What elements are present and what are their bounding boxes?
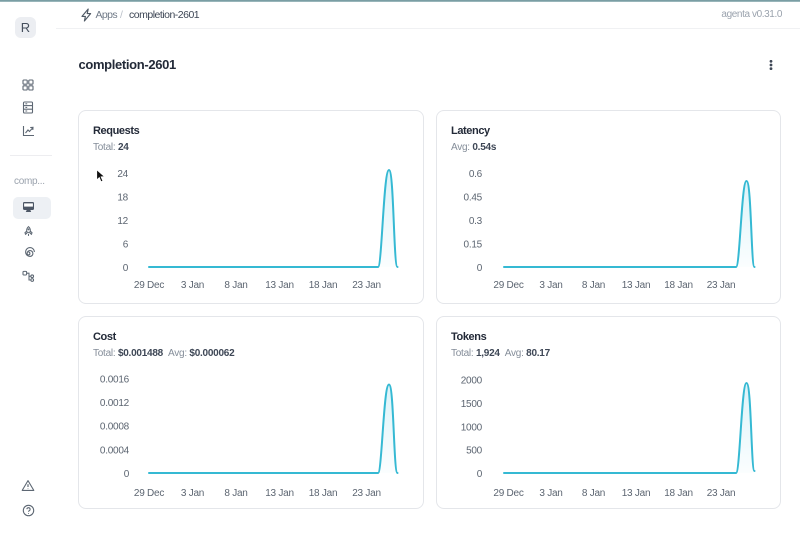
svg-text:0.3: 0.3 [469, 216, 483, 227]
svg-text:24: 24 [117, 169, 128, 180]
svg-text:0.15: 0.15 [464, 240, 483, 251]
svg-text:0.6: 0.6 [469, 169, 483, 180]
svg-text:3 Jan: 3 Jan [539, 280, 562, 291]
svg-text:13 Jan: 13 Jan [622, 488, 651, 499]
svg-text:23 Jan: 23 Jan [352, 488, 381, 499]
svg-text:3 Jan: 3 Jan [181, 280, 204, 291]
svg-text:29 Dec: 29 Dec [493, 488, 523, 499]
svg-text:0.0004: 0.0004 [100, 446, 130, 457]
svg-text:29 Dec: 29 Dec [134, 488, 164, 499]
svg-text:18 Jan: 18 Jan [309, 488, 338, 499]
svg-text:18: 18 [117, 193, 128, 204]
svg-text:8 Jan: 8 Jan [224, 488, 247, 499]
svg-text:0: 0 [124, 469, 130, 480]
svg-text:0: 0 [123, 263, 129, 274]
svg-text:1500: 1500 [461, 399, 483, 410]
svg-text:23 Jan: 23 Jan [707, 280, 736, 291]
svg-text:0.0012: 0.0012 [100, 398, 130, 409]
svg-text:13 Jan: 13 Jan [622, 280, 651, 291]
svg-text:0.0008: 0.0008 [100, 422, 130, 433]
svg-text:29 Dec: 29 Dec [134, 280, 164, 291]
svg-text:29 Dec: 29 Dec [493, 280, 523, 291]
svg-text:8 Jan: 8 Jan [224, 280, 247, 291]
svg-text:18 Jan: 18 Jan [664, 488, 693, 499]
svg-text:13 Jan: 13 Jan [265, 488, 294, 499]
svg-text:2000: 2000 [461, 376, 483, 387]
svg-text:3 Jan: 3 Jan [539, 488, 562, 499]
svg-text:23 Jan: 23 Jan [707, 488, 736, 499]
svg-text:12: 12 [117, 216, 128, 227]
svg-text:0.0016: 0.0016 [100, 375, 130, 386]
svg-text:0.45: 0.45 [464, 193, 483, 204]
svg-text:8 Jan: 8 Jan [582, 280, 605, 291]
svg-text:18 Jan: 18 Jan [309, 280, 338, 291]
svg-text:0: 0 [477, 469, 483, 480]
svg-text:1000: 1000 [461, 423, 483, 434]
svg-text:23 Jan: 23 Jan [352, 280, 381, 291]
svg-text:3 Jan: 3 Jan [181, 488, 204, 499]
svg-text:13 Jan: 13 Jan [265, 280, 294, 291]
svg-text:6: 6 [123, 240, 129, 251]
svg-text:8 Jan: 8 Jan [582, 488, 605, 499]
svg-text:0: 0 [477, 263, 483, 274]
svg-text:500: 500 [466, 446, 483, 457]
svg-text:18 Jan: 18 Jan [664, 280, 693, 291]
